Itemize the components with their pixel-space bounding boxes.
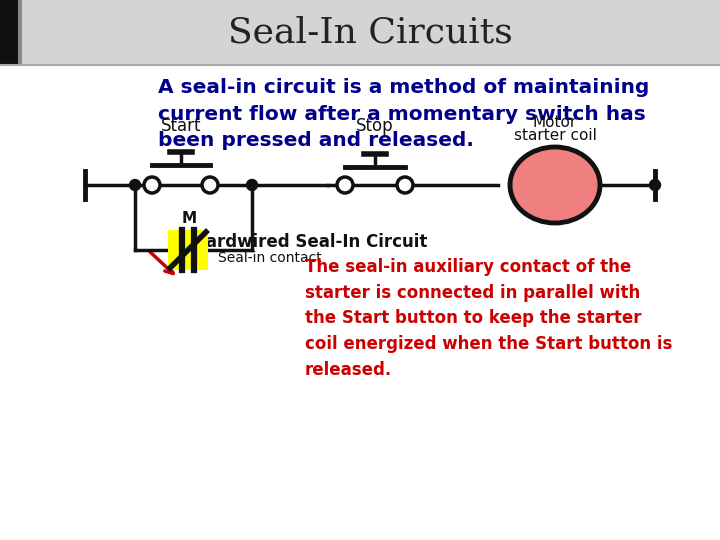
Bar (18, 0, 22, 65)
Circle shape (397, 177, 413, 193)
Circle shape (202, 177, 218, 193)
Bar (0, 0, 18, 65)
Text: Stop: Stop (356, 117, 394, 135)
Text: A seal-in circuit is a method of maintaining
current flow after a momentary swit: A seal-in circuit is a method of maintai… (158, 78, 649, 150)
Text: Seal-In Circuits: Seal-In Circuits (228, 16, 513, 50)
Circle shape (130, 179, 140, 191)
Text: starter coil: starter coil (513, 128, 596, 143)
Text: Seal-in contact: Seal-in contact (218, 251, 322, 265)
Text: Motor: Motor (533, 115, 577, 130)
Circle shape (649, 179, 660, 191)
Circle shape (246, 179, 258, 191)
Text: Hardwired Seal-In Circuit: Hardwired Seal-In Circuit (192, 233, 428, 251)
Circle shape (337, 177, 353, 193)
Text: Start: Start (161, 117, 202, 135)
Bar (0, 0, 720, 65)
Text: The seal-in auxiliary contact of the
starter is connected in parallel with
the S: The seal-in auxiliary contact of the sta… (305, 258, 672, 379)
Circle shape (144, 177, 160, 193)
Bar (168, 230, 208, 270)
Text: M: M (182, 211, 197, 226)
Ellipse shape (510, 147, 600, 223)
